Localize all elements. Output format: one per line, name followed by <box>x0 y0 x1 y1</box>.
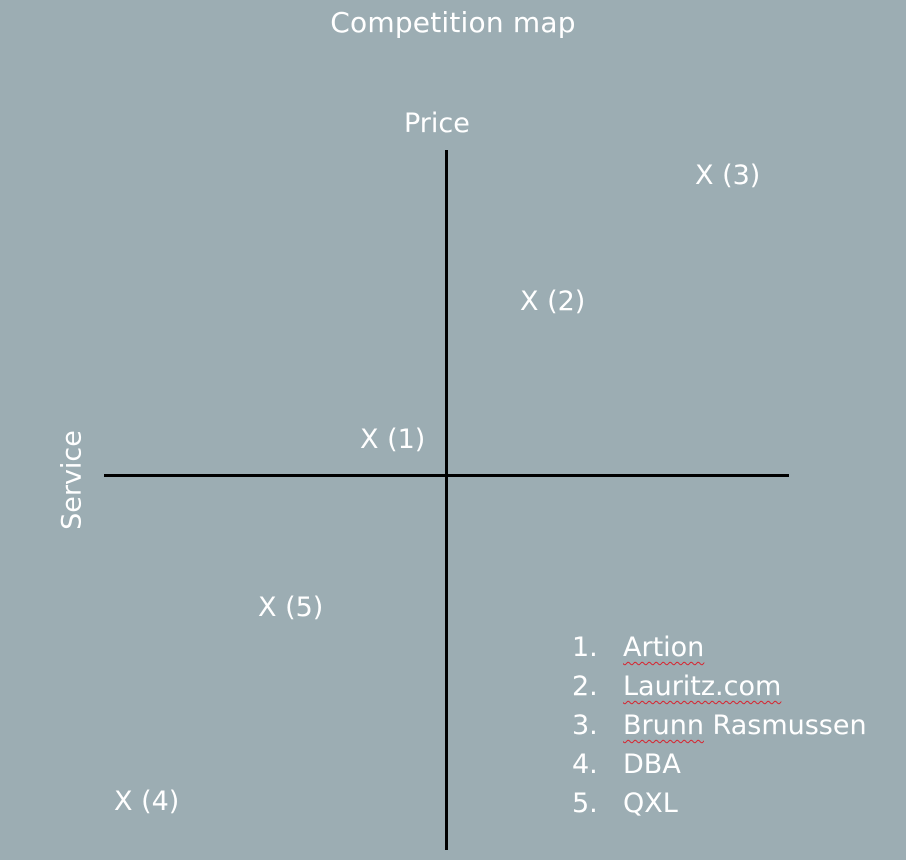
service-axis-label: Service <box>56 430 88 530</box>
competitor-marker-4: X (4) <box>114 786 180 817</box>
legend-name: Brunn Rasmussen <box>623 710 867 749</box>
vertical-axis-line <box>445 150 448 850</box>
competitor-marker-1: X (1) <box>360 424 426 455</box>
legend-number: 5. <box>572 788 598 819</box>
legend-item: 1. Artion <box>572 632 867 671</box>
legend-name: Lauritz.com <box>623 671 782 702</box>
legend-number: 1. <box>572 632 598 663</box>
legend-number: 2. <box>572 671 598 702</box>
horizontal-axis-line <box>104 474 789 477</box>
legend-name-first: Brunn <box>623 710 704 741</box>
competitor-marker-2: X (2) <box>520 286 586 317</box>
competitor-legend: 1. Artion 2. Lauritz.com 3. Brunn Rasmus… <box>572 632 867 827</box>
legend-name-rest: Rasmussen <box>703 710 867 741</box>
legend-number: 4. <box>572 749 598 780</box>
page-title: Competition map <box>330 6 576 39</box>
legend-item: 3. Brunn Rasmussen <box>572 710 867 749</box>
price-axis-label: Price <box>404 108 470 139</box>
legend-item: 2. Lauritz.com <box>572 671 867 710</box>
competitor-marker-3: X (3) <box>695 160 761 191</box>
legend-name: QXL <box>623 788 678 819</box>
competitor-marker-5: X (5) <box>258 592 324 623</box>
legend-item: 5. QXL <box>572 788 867 827</box>
legend-number: 3. <box>572 710 598 741</box>
legend-item: 4. DBA <box>572 749 867 788</box>
legend-name: Artion <box>623 632 705 663</box>
legend-name: DBA <box>623 749 681 780</box>
